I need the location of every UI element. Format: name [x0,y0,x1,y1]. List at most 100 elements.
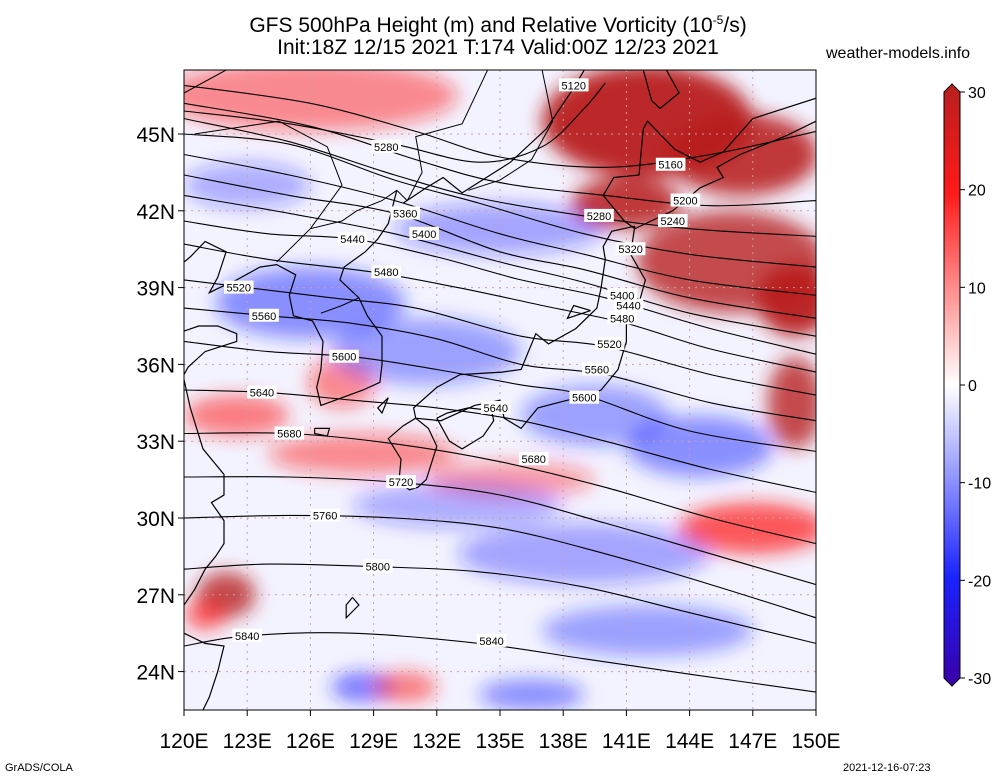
coastline [566,304,591,320]
contour-label-bg [390,206,420,220]
contour-label-bg [337,231,368,245]
lon-tick-label: 126E [286,730,335,753]
lon-tick-label: 150E [791,730,840,753]
height-contour-5280 [184,133,816,268]
colorbar-label: 20 [968,183,986,200]
title-superscript: -5 [712,13,724,27]
lat-tick-label: 27N [136,585,175,608]
height-contour-5760 [184,514,816,619]
height-contour-5200 [184,102,816,207]
height-contour-5400 [184,194,816,337]
contour-label: 5520 [597,339,621,351]
vorticity-field [184,70,816,710]
country-border [194,120,343,229]
longitude-axis: 120E 123E 126E 129E 132E 135E 138E 141E 144E 147E… [159,710,841,753]
contour-label-bg [247,385,277,399]
contour-label-bg [409,226,439,240]
contour-label-bg [363,559,393,573]
vorticity-blob [679,502,816,554]
contour-label: 5280 [587,211,611,223]
colorbar-strip [943,83,961,687]
height-contour-5520 [184,279,816,396]
contour-label-bg [607,288,637,302]
contour-label-bg [607,311,637,325]
contour-label: 5480 [610,313,634,325]
height-contour-5480 [184,243,816,373]
lat-tick-label: 42N [136,201,175,224]
colorbar-label: -20 [968,573,991,590]
vorticity-blob [626,415,774,478]
height-contour-5720 [184,476,816,586]
height-contour-5800 [184,563,816,644]
colorbar-label: -10 [968,476,991,493]
lon-tick-label: 135E [475,730,524,753]
contour-label: 5440 [616,301,640,313]
lat-tick-label: 30N [136,508,175,531]
lon-tick-label: 144E [665,730,714,753]
contour-label: 5600 [572,393,596,405]
coastline [402,70,585,204]
contour-label-bg [670,193,701,207]
contour-label-bg [274,426,305,440]
contour-label-bg [476,633,507,647]
contour-label: 5280 [374,142,398,154]
height-contour-5560 [184,307,816,422]
height-contour-5120 [184,82,606,163]
contour-label-bg [655,157,686,171]
vorticity-blob [757,264,816,337]
height-contour-5640 [184,389,816,493]
contour-label: 5520 [227,283,251,295]
lon-tick-label: 138E [539,730,588,753]
title-text: GFS 500hPa Height (m) and Relative Vorti… [249,14,713,37]
coastline [184,379,225,606]
contour-label: 5480 [374,267,398,279]
contour-label: 5840 [479,636,503,648]
vorticity-blob [767,356,816,449]
contour-label-bg [613,298,644,312]
chart-title-line2: Init:18Z 12/15 2021 T:174 Valid:00Z 12/2… [277,36,719,59]
lon-tick-label: 123E [223,730,272,753]
coastline [184,190,398,407]
title-text-end: /s) [723,14,747,37]
contour-label-bg [657,214,688,228]
vorticity-blob [394,203,606,255]
contour-label: 5440 [340,234,364,246]
lon-tick-label: 120E [159,730,208,753]
country-border [184,70,227,94]
contour-label: 5840 [235,631,259,643]
lon-tick-label: 147E [728,730,777,753]
contour-label: 5800 [366,562,390,574]
contour-label: 5640 [250,388,274,400]
contour-label: 5560 [252,311,276,323]
contour-label-bg [582,362,612,376]
vorticity-blob [184,599,227,631]
vorticity-blob [373,671,437,703]
latitude-axis: 24N 27N 30N 33N 36N 39N 42N 45N [136,124,184,685]
chart-title-line1: GFS 500hPa Height (m) and Relative Vorti… [0,8,998,38]
contour-label-bg [249,308,279,322]
contour-label-bg [371,139,402,153]
contour-label: 5160 [658,160,682,172]
contour-label-bg [371,265,402,279]
height-contour-5320 [184,153,816,296]
country-border [468,70,554,191]
contour-label: 5120 [561,80,585,92]
vorticity-blob [542,605,753,657]
vorticity-blob [352,482,564,529]
contour-label: 5320 [618,244,642,256]
contour-label: 5400 [412,229,436,241]
height-contour-5600 [184,340,816,452]
height-contours [184,82,816,693]
contour-labels: 5120516052005240528053205360540054405480… [223,78,701,648]
vorticity-blob [478,679,585,710]
contour-label: 5640 [484,403,508,415]
coastline [412,225,647,430]
height-contour-5160 [184,84,816,168]
coastline [184,325,238,375]
footer-software: GrADS/COLA [5,762,73,774]
lat-tick-label: 36N [136,354,175,377]
contour-label-bg [329,349,359,363]
vorticity-blob [268,433,458,475]
contour-label-bg [615,242,646,256]
